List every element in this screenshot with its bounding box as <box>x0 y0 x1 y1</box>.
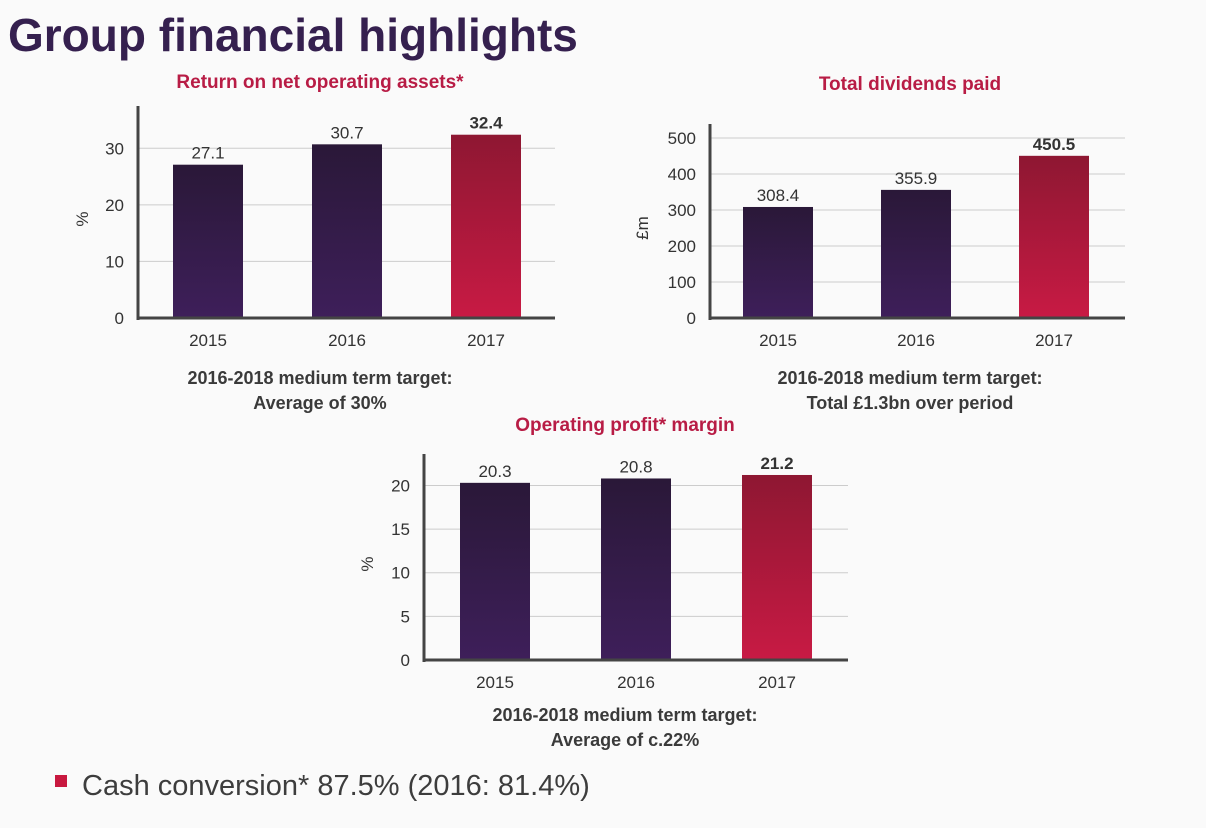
target-line-2: Total £1.3bn over period <box>806 393 1014 413</box>
chart-title: Total dividends paid <box>818 74 1002 95</box>
target-line-2: Average of 30% <box>253 393 387 413</box>
bar-2017 <box>1019 155 1089 318</box>
y-axis-label: % <box>73 211 92 226</box>
y-tick-label: 300 <box>668 201 696 220</box>
y-tick-label: 0 <box>401 651 410 670</box>
y-tick-label: 5 <box>401 607 410 626</box>
chart-return-on-net-operating-assets: Return on net operating assets* 0 10 20 30%… <box>50 68 590 418</box>
bar-2015 <box>460 482 530 660</box>
bar-2016 <box>881 189 951 318</box>
page-title: Group financial highlights <box>8 9 578 61</box>
chart-target-note: 2016-2018 medium term target: Average of… <box>50 366 590 416</box>
y-tick-label: 100 <box>668 273 696 292</box>
x-tick-label: 2016 <box>328 331 366 350</box>
y-tick-label: 20 <box>105 196 124 215</box>
x-tick-label: 2017 <box>758 673 796 692</box>
data-label: 30.7 <box>330 123 363 142</box>
data-label: 450.5 <box>1033 135 1076 154</box>
bar-2015 <box>743 206 813 318</box>
y-tick-label: 10 <box>105 252 124 271</box>
target-line-1: 2016-2018 medium term target: <box>187 368 453 388</box>
x-tick-label: 2015 <box>759 331 797 350</box>
bar-2017 <box>451 134 521 318</box>
chart-plot: 0 5 10 15 20% 20.3 2015 20.8 2016 21.2 2017 <box>358 454 848 692</box>
data-label: 21.2 <box>760 454 793 473</box>
bullet-square-icon <box>55 774 67 787</box>
chart-target-note: 2016-2018 medium term target: Total £1.3… <box>620 366 1200 416</box>
x-tick-label: 2016 <box>897 331 935 350</box>
bar-2016 <box>312 144 382 318</box>
target-line-1: 2016-2018 medium term target: <box>777 368 1043 388</box>
chart-plot: 0 10 20 30% 27.1 2015 30.7 2016 32.4 2017 <box>73 106 555 350</box>
x-tick-label: 2017 <box>1035 331 1073 350</box>
chart-total-dividends-paid: Total dividends paid 0 100 200 300 400 500 £m 3… <box>620 68 1200 418</box>
bullet-cash-conversion: Cash conversion* 87.5% (2016: 81.4%) <box>55 770 590 803</box>
chart-target-note: 2016-2018 medium term target: Average of… <box>340 703 910 753</box>
chart-title: Return on net operating assets* <box>176 72 464 93</box>
y-axis-label: % <box>358 556 377 571</box>
y-tick-label: 20 <box>391 476 410 495</box>
chart-title: Operating profit* margin <box>515 415 735 436</box>
data-label: 20.3 <box>478 462 511 481</box>
y-tick-label: 0 <box>115 309 124 328</box>
x-tick-label: 2016 <box>617 673 655 692</box>
y-tick-label: 10 <box>391 564 410 583</box>
y-tick-label: 400 <box>668 165 696 184</box>
bar-2016 <box>601 478 671 660</box>
data-label: 27.1 <box>191 144 224 163</box>
x-tick-label: 2015 <box>476 673 514 692</box>
y-axis-label: £m <box>633 216 652 240</box>
y-tick-label: 15 <box>391 520 410 539</box>
data-label: 32.4 <box>469 114 503 133</box>
y-tick-label: 30 <box>105 139 124 158</box>
bullet-text: Cash conversion* 87.5% (2016: 81.4%) <box>82 770 590 802</box>
x-tick-label: 2017 <box>467 331 505 350</box>
chart-plot: 0 100 200 300 400 500 £m 308.4 2015 355.9 2016 450.… <box>633 124 1125 350</box>
chart-operating-profit-margin: Operating profit* margin 0 5 10 15 20% 20.3 20… <box>340 412 910 757</box>
y-tick-label: 500 <box>668 129 696 148</box>
data-label: 308.4 <box>757 186 800 205</box>
y-tick-label: 0 <box>687 309 696 328</box>
target-line-2: Average of c.22% <box>550 730 700 750</box>
data-label: 20.8 <box>619 457 652 476</box>
bar-2015 <box>173 164 243 318</box>
y-tick-label: 200 <box>668 237 696 256</box>
data-label: 355.9 <box>895 169 938 188</box>
bar-2017 <box>742 474 812 660</box>
target-line-1: 2016-2018 medium term target: <box>492 705 758 725</box>
x-tick-label: 2015 <box>189 331 227 350</box>
